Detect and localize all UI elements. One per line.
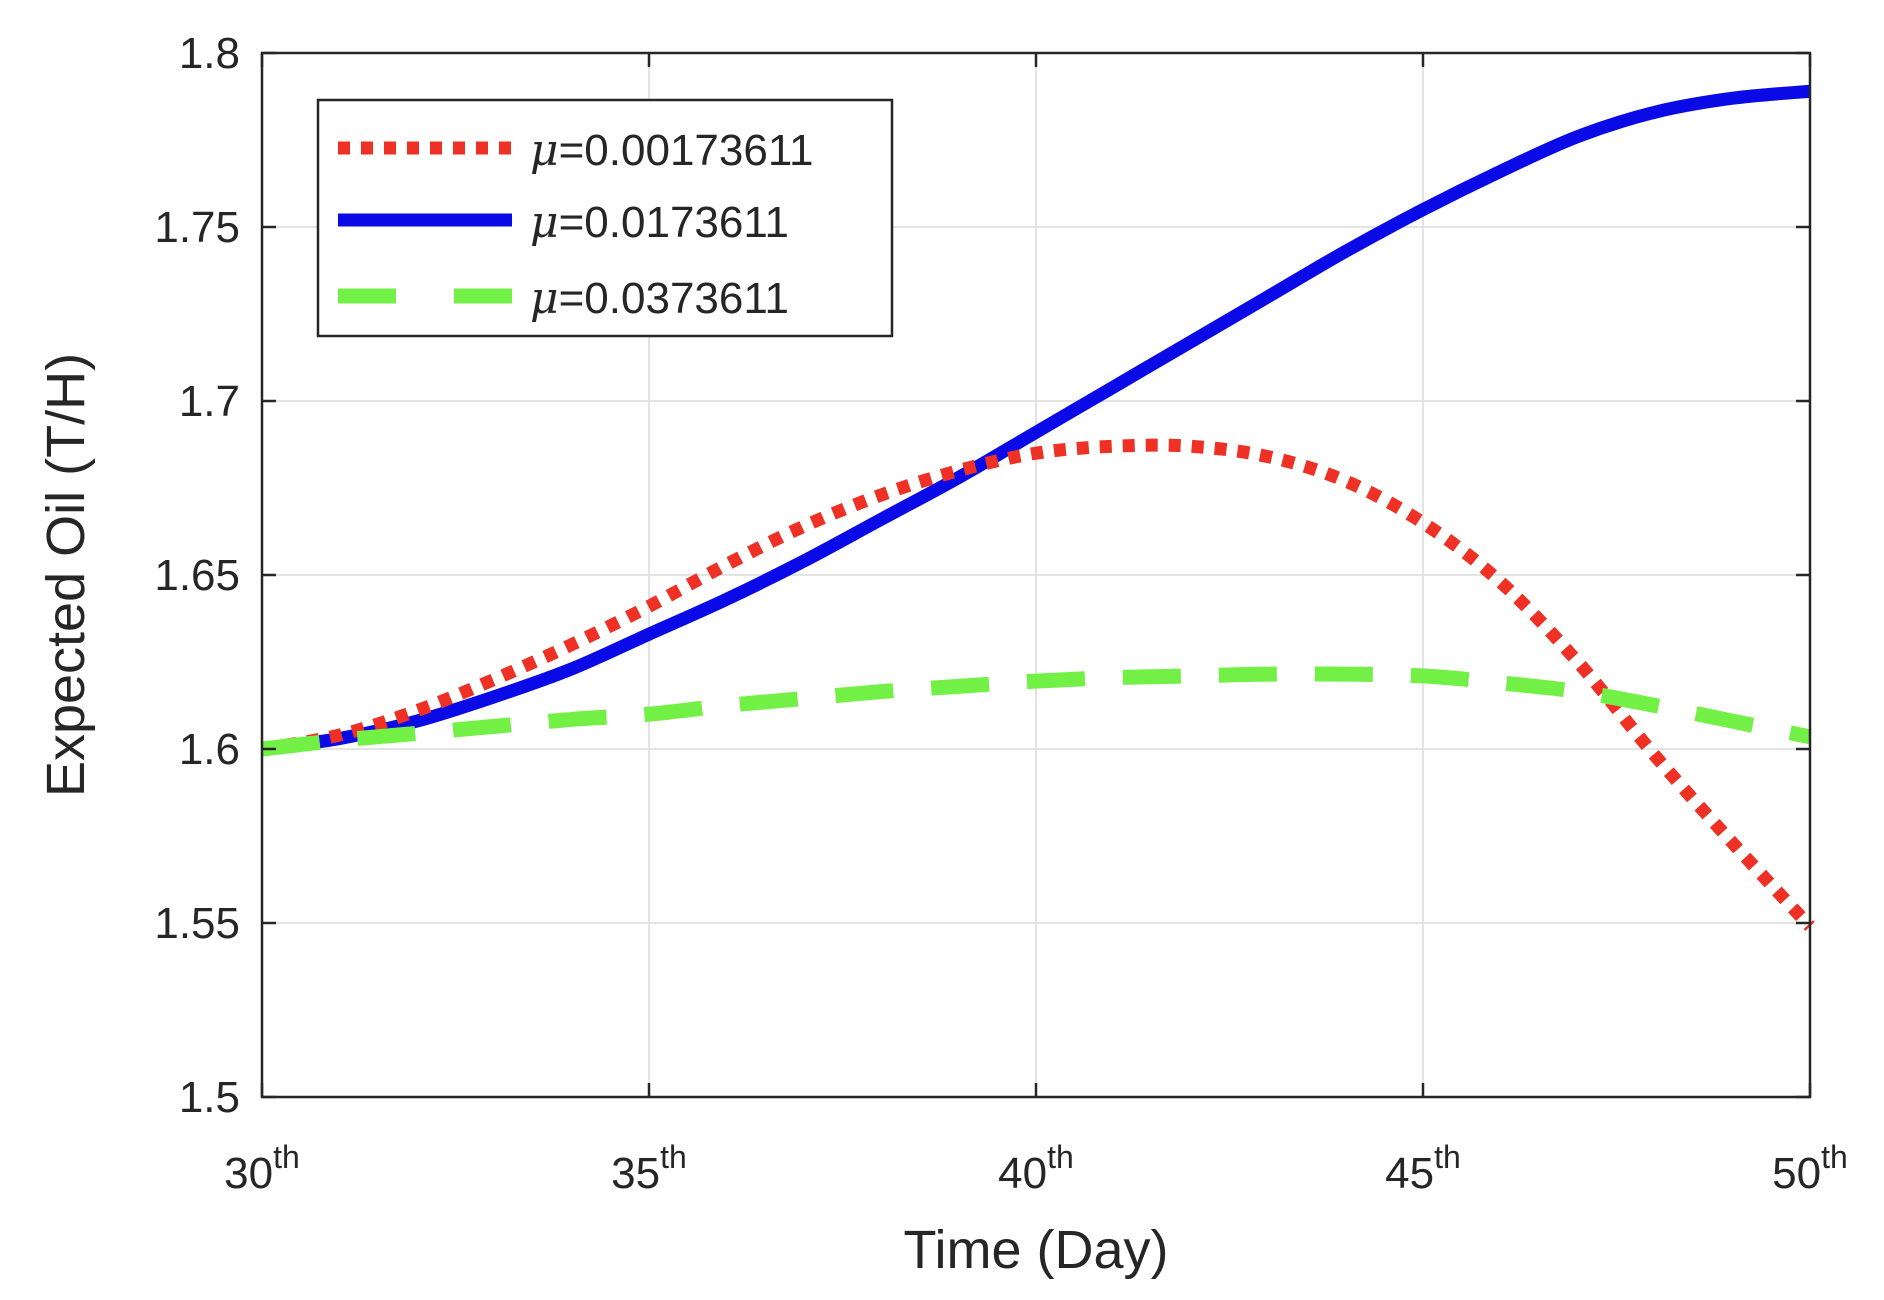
x-tick-label: 45th [1385,1139,1461,1198]
x-tick-label: 30th [224,1139,300,1198]
y-axis-label: Expected Oil (T/H) [36,353,96,797]
legend: μ=0.00173611 μ=0.0173611 μ=0.0373611 [316,98,894,338]
x-tick-label: 50th [1772,1139,1848,1198]
y-tick-label: 1.6 [179,725,240,774]
x-tick-label: 40th [998,1139,1074,1198]
legend-label: μ=0.0173611 [530,197,789,248]
series-line-dashed [261,666,1812,757]
x-axis-label: Time (Day) [904,1220,1169,1280]
y-tick-label: 1.7 [179,377,240,426]
grid-lines [262,53,1810,1097]
y-tick-label: 1.75 [154,203,240,252]
x-tick-label: 35th [611,1139,687,1198]
legend-label: μ=0.0373611 [530,273,789,324]
y-tick-label: 1.65 [154,551,240,600]
y-tick-label: 1.8 [179,29,240,78]
legend-label: μ=0.00173611 [530,125,814,176]
series-line-solid [261,84,1811,756]
y-tick-label: 1.5 [179,1073,240,1122]
series-line-dotted [260,438,1815,931]
axis-tick-labels: 30th 35th 40th 45th 50th 1.5 1.55 1.6 1.65 1.7 1.7… [154,29,1847,1198]
axis-ticks [260,51,1812,1099]
y-tick-label: 1.55 [154,899,240,948]
plot-series [260,84,1815,931]
